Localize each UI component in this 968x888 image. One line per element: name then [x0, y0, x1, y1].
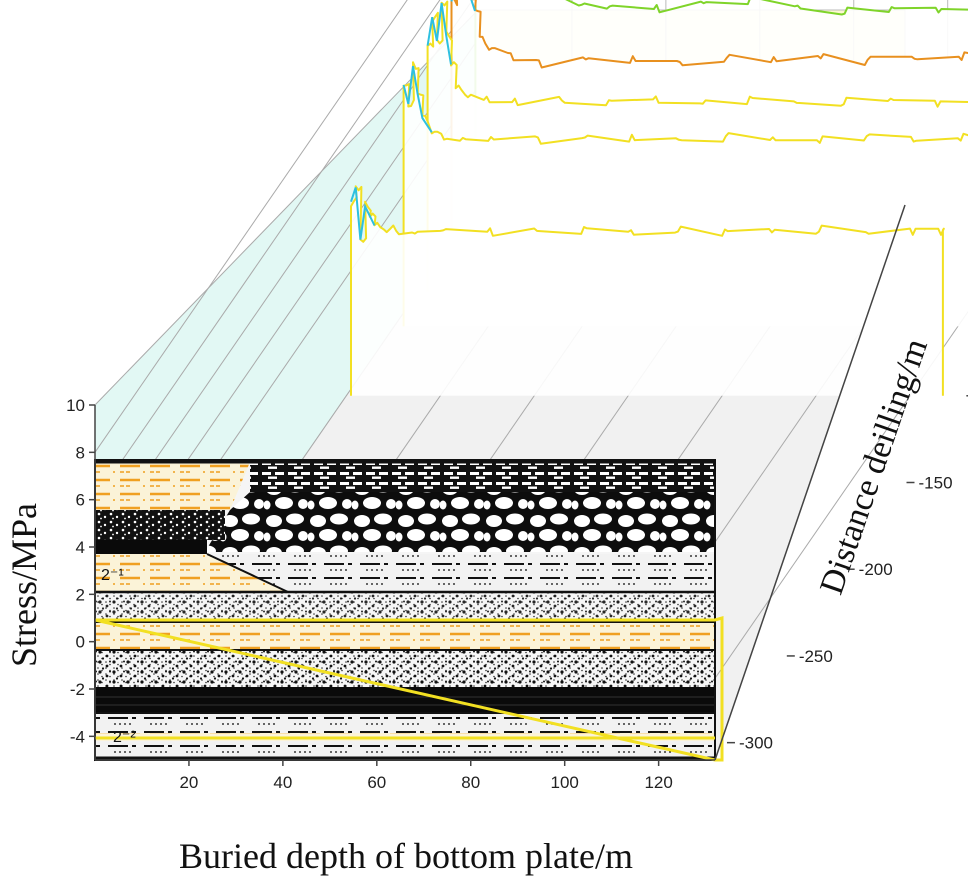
y-tick-label: 0	[76, 633, 85, 652]
y-tick-label: 4	[76, 538, 85, 557]
series-line	[350, 185, 945, 396]
series-peak	[350, 187, 376, 240]
stratigraphy-section	[94, 459, 716, 761]
x-tick-label: 100	[551, 773, 579, 792]
x-tick-label: 60	[367, 773, 386, 792]
yellow-slab	[94, 616, 724, 762]
z-tick-label: -250	[799, 647, 833, 666]
x-axis-title: Buried depth of bottom plate/m	[179, 836, 633, 876]
y-tick-label: 8	[76, 443, 85, 462]
x-tick-label: 80	[461, 773, 480, 792]
tick-labels: 1086420-2-4204060801001200-50-100-150-20…	[66, 395, 968, 792]
series-peak	[426, 2, 452, 65]
y-axis-title: Stress/MPa	[4, 503, 44, 667]
y-tick-label: -2	[70, 680, 85, 699]
z-tick-label: -300	[739, 734, 773, 753]
x-tick-label: 20	[179, 773, 198, 792]
y-tick-label: 10	[66, 396, 85, 415]
y-tick-label: 2	[76, 585, 85, 604]
x-tick-label: 120	[644, 773, 672, 792]
grid-line-side	[94, 0, 408, 453]
grid-line-side	[94, 0, 441, 500]
y-tick-label: 6	[76, 491, 85, 510]
strat-label-2-2: 2⁻²	[113, 729, 136, 746]
series-peak	[402, 65, 433, 133]
y-tick-label: -4	[70, 727, 85, 746]
z-tick-label: -150	[919, 474, 953, 493]
x-tick-label: 40	[273, 773, 292, 792]
z-tick-label: -200	[859, 560, 893, 579]
axes	[94, 204, 906, 761]
stress-series	[350, 0, 968, 396]
strat-label-2-1: 2⁻¹	[101, 567, 124, 584]
